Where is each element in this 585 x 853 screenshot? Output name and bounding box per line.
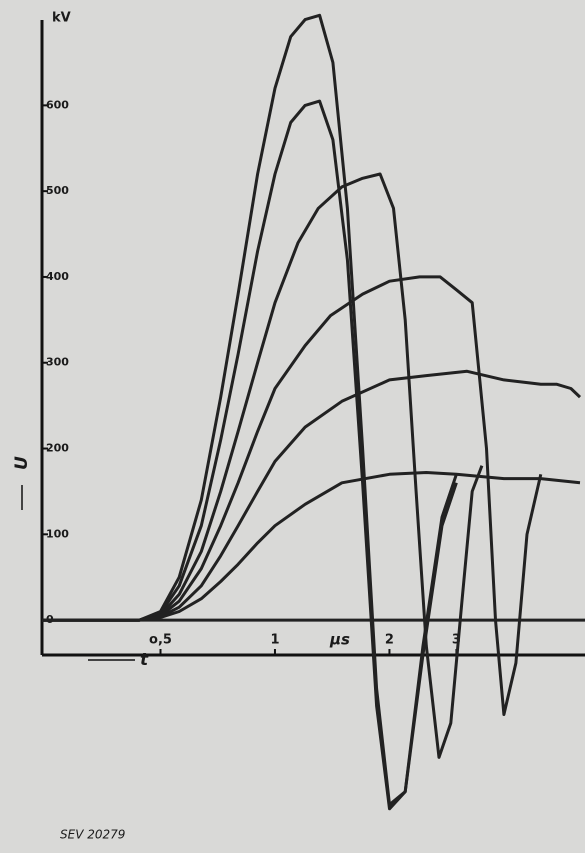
y-tick-label: 200 [46, 442, 69, 455]
y-tick-label: 300 [46, 356, 69, 369]
trace [42, 99, 458, 811]
x-unit: μs [329, 631, 350, 649]
trace [42, 13, 458, 807]
y-tick-label: 100 [46, 527, 69, 540]
y-tick-label: 600 [46, 98, 69, 111]
x-tick-label: o,5 [149, 633, 172, 648]
x-tick-label: 3 [452, 633, 461, 648]
y-unit: kV [52, 11, 71, 26]
y-label-group: U [12, 456, 32, 510]
trace [42, 172, 484, 759]
x-label: t [140, 650, 149, 670]
caption: SEV 20279 [60, 828, 125, 842]
y-label: U [12, 456, 32, 470]
trace [42, 471, 581, 622]
y-tick-label: 500 [46, 184, 69, 197]
x-tick-label: 1 [270, 633, 279, 648]
y-tick-label: 400 [46, 270, 69, 283]
x-tick-label: 2 [385, 633, 394, 648]
trace [42, 275, 543, 716]
trace [42, 369, 582, 622]
